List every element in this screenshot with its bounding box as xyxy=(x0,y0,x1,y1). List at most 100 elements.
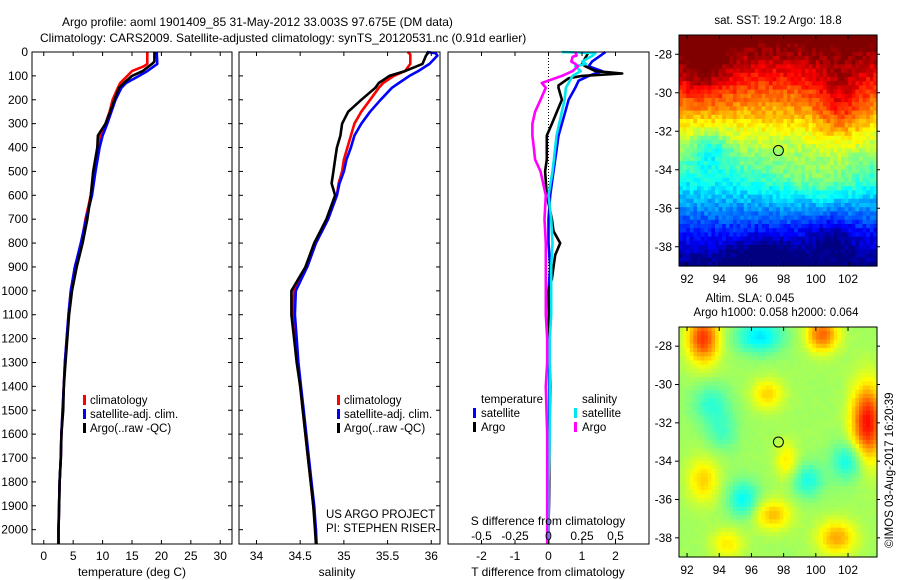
heatmap-cell xyxy=(851,47,856,53)
heatmap-cell xyxy=(689,43,694,49)
heatmap-cell xyxy=(769,228,774,233)
heatmap-cell xyxy=(747,381,752,387)
heatmap-cell xyxy=(805,190,810,196)
heatmap-cell xyxy=(772,127,777,133)
heatmap-cell xyxy=(693,60,698,65)
heatmap-cell xyxy=(754,368,759,374)
heatmap-cell xyxy=(729,224,734,229)
heatmap-cell xyxy=(855,339,860,345)
heatmap-cell xyxy=(826,444,831,449)
heatmap-cell xyxy=(772,339,777,345)
heatmap-cell xyxy=(819,249,824,254)
heatmap-cell xyxy=(711,381,716,387)
heatmap-cell xyxy=(869,448,874,454)
heatmap-cell xyxy=(841,106,846,112)
difference-axes: -2 -1 0 1 2 xyxy=(447,51,650,563)
heatmap-cell xyxy=(765,148,770,154)
heatmap-cell xyxy=(761,114,766,120)
heatmap-cell xyxy=(740,39,745,44)
heatmap-cell xyxy=(700,203,705,208)
heatmap-cell xyxy=(855,373,860,378)
heatmap-cell xyxy=(718,68,723,74)
x-tick-label: 35.5 xyxy=(376,549,400,563)
heatmap-cell xyxy=(679,110,684,116)
heatmap-cell xyxy=(787,169,792,175)
heatmap-cell xyxy=(844,106,849,112)
heatmap-cell xyxy=(779,140,784,145)
heatmap-cell xyxy=(758,402,763,408)
heatmap-cell xyxy=(682,148,687,154)
heatmap-cell xyxy=(686,360,691,366)
heatmap-cell xyxy=(833,207,838,212)
heatmap-cell xyxy=(769,261,774,267)
legend-label-argo: Argo(..raw -QC) xyxy=(90,423,171,435)
heatmap-cell xyxy=(686,368,691,374)
heatmap-cell xyxy=(743,448,748,454)
heatmap-cell xyxy=(787,110,792,116)
heatmap-cell xyxy=(707,219,712,225)
heatmap-cell xyxy=(769,410,774,416)
heatmap-cell xyxy=(790,51,795,57)
heatmap-cell xyxy=(743,161,748,166)
heatmap-cell xyxy=(700,102,705,107)
heatmap-cell xyxy=(689,156,694,162)
heatmap-cell xyxy=(679,135,684,141)
heatmap-cell xyxy=(812,68,817,74)
heatmap-cell xyxy=(747,343,752,349)
heatmap-cell xyxy=(718,123,723,128)
heatmap-cell xyxy=(682,85,687,91)
heatmap-cell xyxy=(772,123,777,128)
heatmap-cell xyxy=(704,406,709,412)
heatmap-cell xyxy=(740,327,745,332)
heatmap-cell xyxy=(833,347,838,353)
legend-label-temp-argo: Argo xyxy=(481,422,505,434)
heatmap-cell xyxy=(855,119,860,124)
heatmap-cell xyxy=(815,119,820,124)
heatmap-cell xyxy=(722,439,727,445)
heatmap-cell xyxy=(859,240,864,246)
heatmap-cell xyxy=(815,190,820,196)
heatmap-cell xyxy=(783,215,788,221)
heatmap-cell xyxy=(790,406,795,412)
heatmap-cell xyxy=(801,56,806,61)
heatmap-cell xyxy=(718,368,723,374)
heatmap-cell xyxy=(851,56,856,61)
heatmap-cell xyxy=(776,119,781,124)
heatmap-cell xyxy=(740,186,745,191)
heatmap-cell xyxy=(848,144,853,149)
heatmap-cell xyxy=(769,224,774,229)
heatmap-cell xyxy=(859,198,864,204)
heatmap-cell xyxy=(859,435,864,441)
heatmap-cell xyxy=(704,389,709,395)
heatmap-cell xyxy=(679,448,684,454)
heatmap-cell xyxy=(808,123,813,128)
heatmap-cell xyxy=(801,114,806,120)
heatmap-cell xyxy=(751,249,756,254)
heatmap-cell xyxy=(869,165,874,170)
heatmap-cell xyxy=(740,148,745,154)
heatmap-cell xyxy=(797,43,802,49)
heatmap-cell xyxy=(862,98,867,103)
heatmap-cell xyxy=(722,68,727,74)
heatmap-cell xyxy=(797,173,802,179)
heatmap-cell xyxy=(751,68,756,74)
heatmap-cell xyxy=(869,211,874,217)
heatmap-cell xyxy=(779,419,784,424)
heatmap-cell xyxy=(697,236,702,242)
heatmap-cell xyxy=(751,414,756,420)
heatmap-cell xyxy=(682,414,687,420)
heatmap-cell xyxy=(772,182,777,187)
heatmap-cell xyxy=(823,81,828,86)
lat-tick-label: -38 xyxy=(655,240,673,254)
heatmap-cell xyxy=(711,47,716,53)
heatmap-cell xyxy=(823,431,828,437)
heatmap-cell xyxy=(711,389,716,395)
heatmap-cell xyxy=(869,232,874,238)
heatmap-cell xyxy=(841,402,846,408)
heatmap-cell xyxy=(794,98,799,103)
heatmap-cell xyxy=(797,368,802,374)
heatmap-cell xyxy=(682,131,687,137)
heatmap-cell xyxy=(772,335,777,341)
heatmap-cell xyxy=(707,439,712,445)
heatmap-cell xyxy=(823,144,828,149)
